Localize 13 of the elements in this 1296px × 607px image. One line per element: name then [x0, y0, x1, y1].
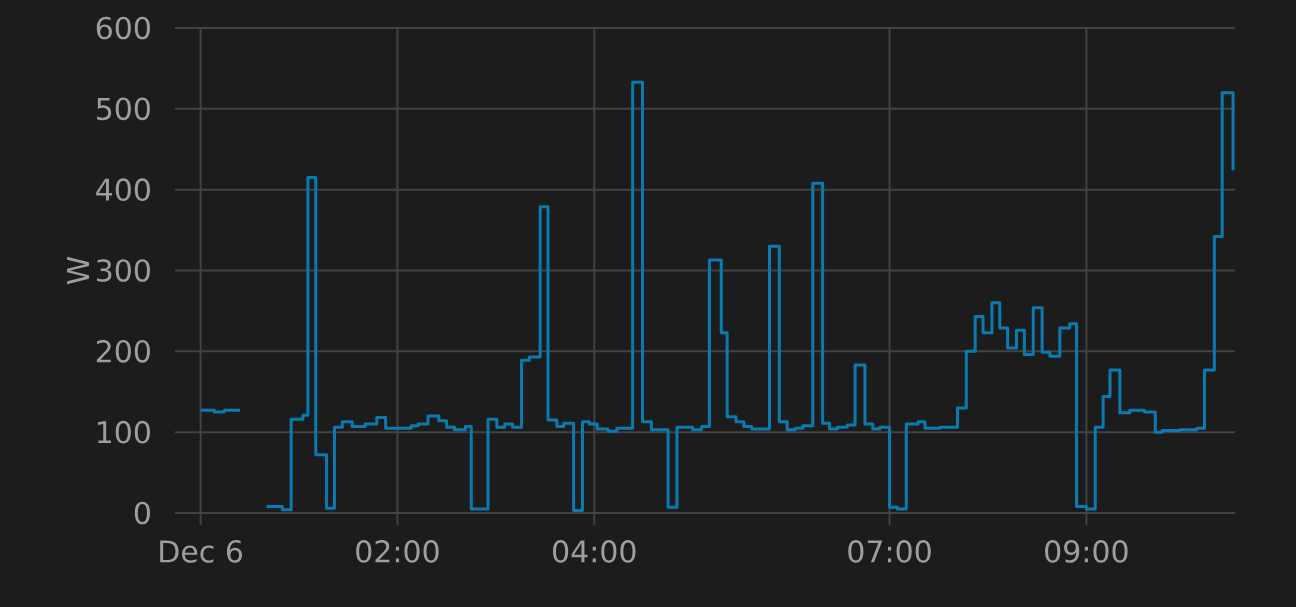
y-tick-label: 300: [96, 259, 150, 282]
x-tick-label: 02:00: [356, 540, 439, 563]
y-tick-label: 0: [134, 501, 150, 525]
y-tick-label: 100: [97, 420, 150, 444]
x-tick-label: 09:00: [1045, 540, 1128, 563]
y-axis-title: W: [67, 256, 89, 285]
x-tick-label: 07:00: [848, 540, 931, 563]
x-tick-label: Dec 6: [160, 540, 243, 563]
y-tick-label: 200: [96, 339, 150, 363]
y-tick-label: 400: [96, 178, 150, 202]
y-tick-label: 500: [97, 97, 150, 121]
y-tick-label: 600: [96, 16, 150, 40]
x-tick-label: 04:00: [553, 540, 636, 563]
